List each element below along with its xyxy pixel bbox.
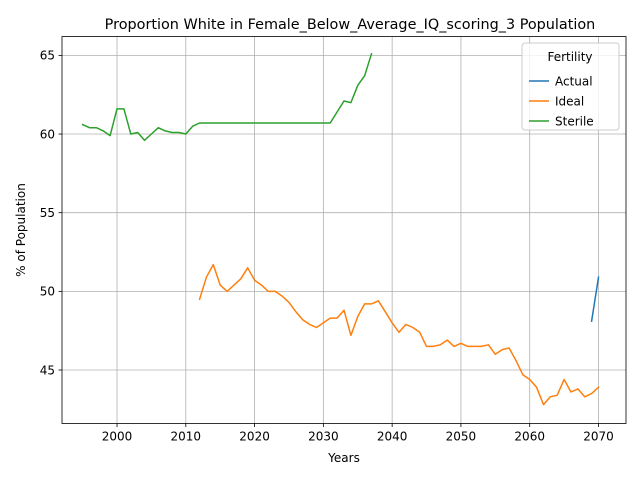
x-tick-label: 2050: [446, 430, 477, 444]
legend-items: Actual Ideal Sterile: [529, 74, 594, 128]
legend-box: [521, 42, 620, 131]
series-line-ideal: [198, 263, 600, 406]
x-tick-label: 2030: [308, 430, 339, 444]
x-axis-label: Years: [327, 451, 360, 465]
y-tick-label: 50: [40, 285, 55, 299]
chart-title: Proportion White in Female_Below_Average…: [105, 17, 596, 33]
series-layer: [81, 52, 600, 406]
y-tick-label: 55: [40, 206, 55, 220]
legend-label: Ideal: [555, 94, 584, 108]
series-line-sterile: [81, 52, 373, 142]
x-tick-label: 2070: [583, 430, 614, 444]
x-tick-label: 2040: [377, 430, 408, 444]
y-tick-label: 45: [40, 363, 55, 377]
y-axis-label: % of Population: [14, 183, 28, 277]
x-axis: 2000 2010 2020 2030 2040 2050 2060 2070: [102, 423, 614, 444]
plot-frame: [61, 36, 627, 424]
y-tick-label: 65: [40, 49, 55, 63]
y-axis: 45 50 55 60 65: [40, 49, 62, 377]
legend-label: Sterile: [555, 114, 594, 128]
x-tick-label: 2020: [239, 430, 270, 444]
x-tick-label: 2000: [102, 430, 133, 444]
series-line-actual: [590, 276, 600, 323]
x-tick-label: 2010: [171, 430, 202, 444]
legend: Fertility Actual Ideal Sterile: [521, 42, 620, 131]
y-tick-label: 60: [40, 127, 55, 141]
legend-title: Fertility: [547, 50, 592, 64]
legend-label: Actual: [555, 74, 593, 88]
x-tick-label: 2060: [514, 430, 545, 444]
